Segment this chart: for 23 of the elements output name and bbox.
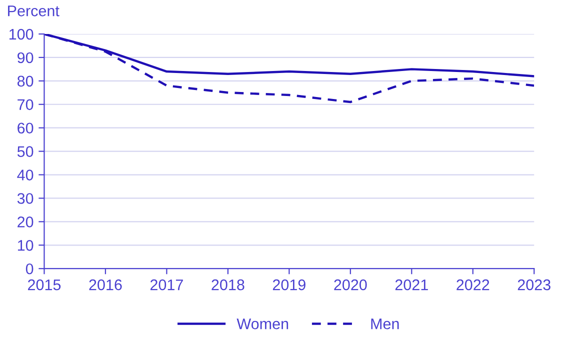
y-tick-label: 0: [26, 263, 34, 274]
y-tick-label: 60: [18, 122, 34, 134]
x-tick-label: 2018: [212, 279, 244, 290]
x-tick-label: 2021: [395, 279, 428, 290]
y-tick-label: 50: [17, 146, 34, 157]
y-tick-label: 10: [18, 240, 34, 251]
y-tick-label: 100: [9, 28, 34, 40]
x-tick-label: 2022: [456, 279, 490, 290]
x-tick-label: 2016: [89, 279, 122, 290]
x-tick-label: 2015: [28, 279, 61, 290]
y-axis-title: Percent: [8, 6, 60, 16]
y-tick-label: 20: [18, 216, 34, 228]
y-tick-label: 30: [17, 193, 34, 204]
y-tick-label: 90: [18, 52, 34, 64]
y-tick-label: 70: [18, 99, 34, 110]
legend-label: Men: [371, 318, 399, 330]
x-tick-label: 2023: [518, 279, 550, 290]
x-tick-label: 2019: [272, 279, 306, 290]
y-tick-label: 80: [17, 76, 34, 87]
x-tick-label: 2020: [334, 279, 367, 290]
y-tick-label: 40: [17, 170, 34, 180]
x-tick-label: 2017: [150, 279, 183, 290]
legend-label: Women: [236, 318, 288, 330]
